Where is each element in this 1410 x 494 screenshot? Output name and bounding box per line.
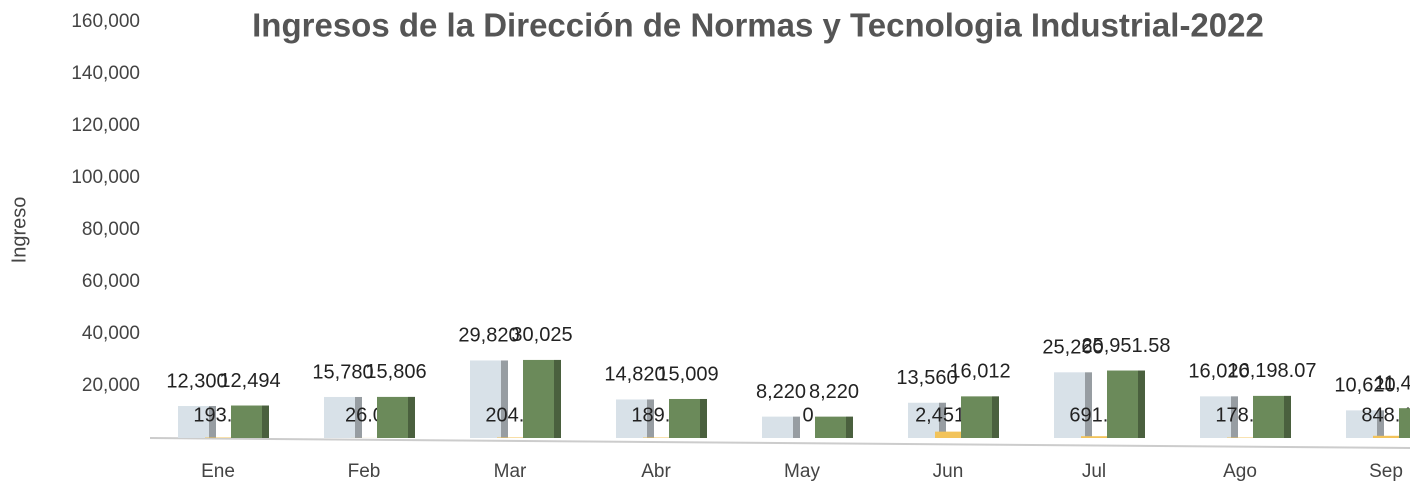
bar-side (700, 398, 707, 438)
bar (523, 359, 561, 438)
bar (178, 406, 216, 438)
data-label: 13,560 (896, 367, 957, 389)
bar-side (554, 359, 561, 438)
data-label: 15,806 (365, 361, 426, 383)
y-tick-label: 80,000 (82, 219, 140, 240)
x-tick-label: Ago (1223, 461, 1257, 482)
bar-side (939, 402, 946, 438)
bar (1054, 372, 1092, 438)
bar (1081, 436, 1119, 438)
data-label: 8,220 (756, 381, 806, 403)
data-label: 15,780 (312, 361, 373, 383)
data-label: 25,260 (1042, 337, 1103, 359)
data-label: 25,951.58 (1082, 335, 1171, 357)
bar-side (1377, 410, 1384, 438)
x-tick-label: May (784, 461, 820, 482)
data-label: 14,820 (604, 364, 665, 386)
y-tick-label: 20,000 (82, 375, 140, 396)
x-tick-label: Mar (494, 461, 527, 482)
bar-side (846, 416, 853, 438)
bar (616, 399, 654, 438)
bar (1107, 370, 1145, 438)
data-label: 12,494 (219, 370, 280, 392)
data-label: 848.46 (1361, 404, 1410, 426)
data-label: 8,220 (809, 381, 859, 403)
bar (1346, 410, 1384, 438)
bar (1399, 408, 1410, 438)
bar-side (262, 405, 269, 438)
bar (470, 360, 508, 438)
bar (205, 437, 243, 438)
data-label: 30,025 (511, 324, 572, 346)
bar-side (1284, 395, 1291, 438)
bar-side (647, 399, 654, 438)
bar (1200, 396, 1238, 438)
bar (935, 431, 973, 438)
bar (669, 398, 707, 438)
bar-side (793, 416, 800, 438)
x-tick-label: Jul (1082, 461, 1106, 482)
x-tick-label: Sep (1369, 461, 1403, 482)
chart-title: Ingresos de la Dirección de Normas y Tec… (252, 7, 1264, 44)
x-tick-label: Ene (201, 461, 235, 482)
data-label: 29,820 (458, 325, 519, 347)
bar (815, 416, 853, 438)
data-label: 16,012 (949, 361, 1010, 383)
bar (762, 416, 800, 438)
bar (961, 396, 999, 438)
bar-side (209, 406, 216, 438)
bar (497, 437, 535, 438)
y-tick-label: 40,000 (82, 323, 140, 344)
y-tick-label: 160,000 (71, 11, 140, 32)
baseline (149, 437, 1410, 449)
bar (231, 405, 269, 438)
bar-side (1085, 372, 1092, 438)
bar-side (992, 396, 999, 438)
y-tick-label: 60,000 (82, 271, 140, 292)
data-label: 16,198.07 (1228, 360, 1317, 382)
bar-side (1138, 370, 1145, 438)
data-label: 0 (802, 404, 813, 426)
x-tick-label: Feb (348, 461, 381, 482)
y-tick-label: 100,000 (71, 167, 140, 188)
y-tick-label: 140,000 (71, 63, 140, 84)
bar-side (1231, 396, 1238, 438)
bar (1373, 435, 1410, 438)
bar (1253, 395, 1291, 438)
y-axis-label: Ingreso (8, 197, 30, 264)
data-label: 16,020 (1188, 361, 1249, 383)
bar (377, 396, 415, 438)
data-label: 11,468.46 (1374, 372, 1410, 394)
y-tick-label: 120,000 (71, 115, 140, 136)
bar-side (355, 396, 362, 438)
x-tick-label: Abr (641, 461, 671, 482)
data-label: 15,009 (657, 363, 718, 385)
bar-side (408, 396, 415, 438)
x-tick-label: Jun (933, 461, 964, 482)
bar-side (501, 360, 508, 438)
bar (324, 396, 362, 438)
data-label: 10,620 (1334, 375, 1395, 397)
data-label: 12,300 (166, 370, 227, 392)
